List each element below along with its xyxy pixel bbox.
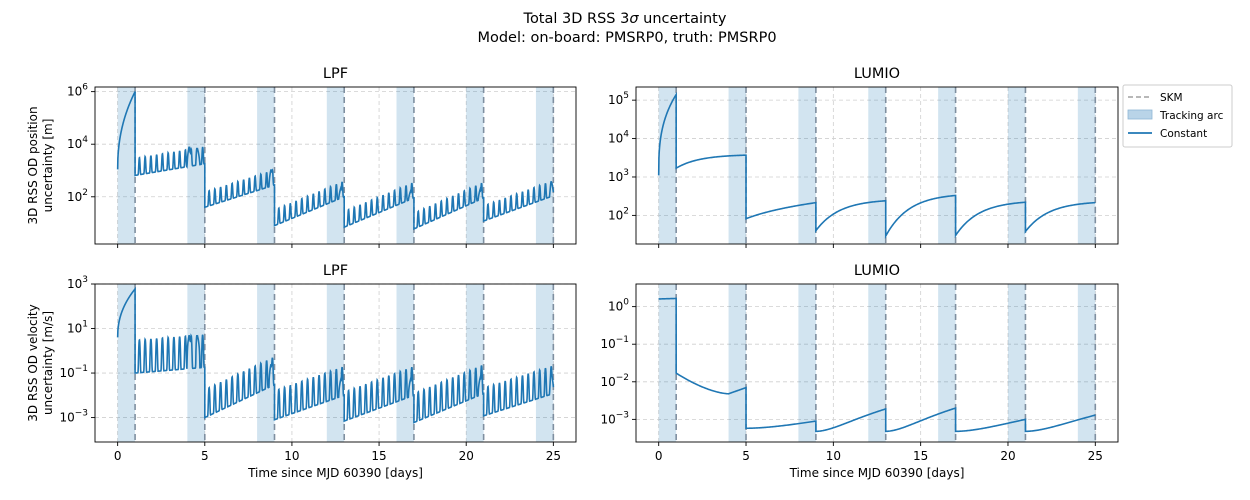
- velocity-lpf-tracking-arc-6: [535, 284, 554, 442]
- velocity-lumio-tracking-arc-0: [658, 284, 677, 442]
- position-lpf-tracking-arc-6: [535, 87, 554, 244]
- velocity-lumio-ytick-label: 100: [608, 298, 629, 314]
- position-lumio-ytick-label: 103: [608, 168, 629, 184]
- position-lpf-axes-frame: [94, 86, 577, 245]
- position-lpf-ylabel-line2: uncertainty [m]: [41, 119, 55, 213]
- position-lumio-tracking-arc-5: [1007, 87, 1026, 244]
- legend: SKM Tracking arc Constant: [1122, 84, 1233, 148]
- velocity-lpf-tracking-arc-3: [326, 284, 345, 442]
- velocity-lumio-ytick-label: 10−2: [600, 373, 629, 389]
- position-lpf-ytick-label: 104: [67, 135, 88, 151]
- position-lumio-panel-title: LUMIO: [854, 66, 900, 82]
- position-lumio-ytick-label: 104: [608, 130, 629, 146]
- figure-title-line1: Total 3D RSS 3σ uncertainty: [523, 11, 727, 27]
- position-lumio-axes-frame: [635, 86, 1119, 245]
- position-lumio-tracking-arc-6: [1077, 87, 1096, 244]
- velocity-lpf-ytick-label: 101: [67, 320, 88, 336]
- panel-velocity-lpf: 0 5 10 15 20 25 10−3 10−1 101 103 LPF 3D RSS OD vel…: [26, 263, 577, 480]
- velocity-lumio-series-constant: [658, 297, 1096, 433]
- velocity-lpf-xtick-label: 25: [546, 449, 561, 463]
- position-lpf-series-constant: [116, 91, 555, 231]
- figure-title-line2: Model: on-board: PMSRP0, truth: PMSRP0: [477, 30, 776, 46]
- position-lpf-tracking-arc-3: [326, 87, 345, 244]
- position-lpf-ylabel-line1: 3D RSS OD position: [26, 106, 40, 224]
- position-lpf-tracking-arc-2: [257, 87, 275, 244]
- velocity-lumio-tracking-arc-3: [868, 284, 886, 442]
- velocity-lumio-tracking-arc-6: [1077, 284, 1096, 442]
- velocity-lpf-xtick-label: 10: [284, 449, 299, 463]
- velocity-lpf-xtick-label: 0: [114, 449, 122, 463]
- velocity-lpf-axes-frame: [94, 283, 577, 443]
- velocity-lumio-tracking-arc-1: [728, 284, 747, 442]
- velocity-lpf-panel-title: LPF: [323, 263, 348, 279]
- position-lpf-tracking-arc-5: [466, 87, 484, 244]
- velocity-lumio-xtick-label: 5: [742, 449, 750, 463]
- position-lumio-tracking-arc-1: [728, 87, 747, 244]
- velocity-lumio-tracking-arc-5: [1007, 284, 1026, 442]
- position-lumio-tracking-arc-3: [868, 87, 886, 244]
- velocity-lpf-tracking-arc-0: [117, 284, 136, 442]
- position-lpf-ytick-label: 106: [67, 83, 88, 99]
- position-lumio-series-constant: [657, 91, 1096, 240]
- velocity-lpf-xtick-label: 5: [201, 449, 209, 463]
- position-lpf-ytick-label: 102: [67, 188, 88, 204]
- velocity-lpf-xtick-label: 15: [371, 449, 386, 463]
- velocity-lumio-xlabel: Time since MJD 60390 [days]: [789, 466, 965, 480]
- velocity-lumio-xtick-label: 15: [913, 449, 928, 463]
- velocity-lpf-xtick-label: 20: [459, 449, 474, 463]
- position-lpf-tracking-arc-4: [396, 87, 414, 244]
- velocity-lumio-tracking-arc-4: [938, 284, 956, 442]
- velocity-lumio-gridlines: [636, 284, 1118, 442]
- velocity-lpf-ylabel-line1: 3D RSS OD velocity: [26, 304, 40, 421]
- velocity-lpf-ytick-label: 103: [67, 275, 88, 291]
- velocity-lumio-tracking-arc-2: [798, 284, 816, 442]
- panel-position-lumio: 102 103 104 105 LUMIO: [608, 66, 1119, 248]
- velocity-lpf-ylabel-line2: uncertainty [m/s]: [41, 311, 55, 415]
- velocity-lpf-ytick-label: 10−1: [59, 364, 88, 380]
- velocity-lumio-axes-frame: [635, 283, 1119, 443]
- legend-tracking-swatch: [1127, 109, 1153, 120]
- panel-velocity-lumio: 0 5 10 15 20 25 10−3 10−2 10−1 100 LUMIO Time since…: [600, 263, 1119, 480]
- position-lpf-panel-title: LPF: [323, 66, 348, 82]
- velocity-lumio-ytick-label: 10−3: [600, 410, 629, 426]
- velocity-lpf-xlabel: Time since MJD 60390 [days]: [247, 466, 423, 480]
- position-lumio-ytick-label: 105: [608, 91, 629, 107]
- position-lumio-tracking-arc-4: [938, 87, 956, 244]
- panel-position-lpf: 102 104 106 LPF 3D RSS OD position uncertaint…: [26, 66, 577, 248]
- velocity-lpf-tracking-arc-4: [396, 284, 414, 442]
- velocity-lumio-xtick-label: 20: [1000, 449, 1015, 463]
- velocity-lpf-tracking-arc-5: [466, 284, 484, 442]
- velocity-lpf-ytick-label: 10−3: [59, 409, 88, 425]
- position-lumio-ytick-label: 102: [608, 206, 629, 222]
- velocity-lumio-xtick-label: 0: [655, 449, 663, 463]
- legend-constant-label: Constant: [1160, 128, 1207, 140]
- velocity-lumio-xtick-label: 25: [1088, 449, 1103, 463]
- velocity-lpf-series-constant: [116, 286, 555, 424]
- legend-frame: [1122, 84, 1233, 148]
- legend-skm-label: SKM: [1160, 92, 1183, 104]
- velocity-lumio-xtick-label: 10: [826, 449, 841, 463]
- position-lumio-tracking-arc-2: [798, 87, 816, 244]
- legend-tracking-label: Tracking arc: [1159, 110, 1224, 122]
- velocity-lumio-ytick-label: 10−1: [600, 335, 629, 351]
- velocity-lumio-panel-title: LUMIO: [854, 263, 900, 279]
